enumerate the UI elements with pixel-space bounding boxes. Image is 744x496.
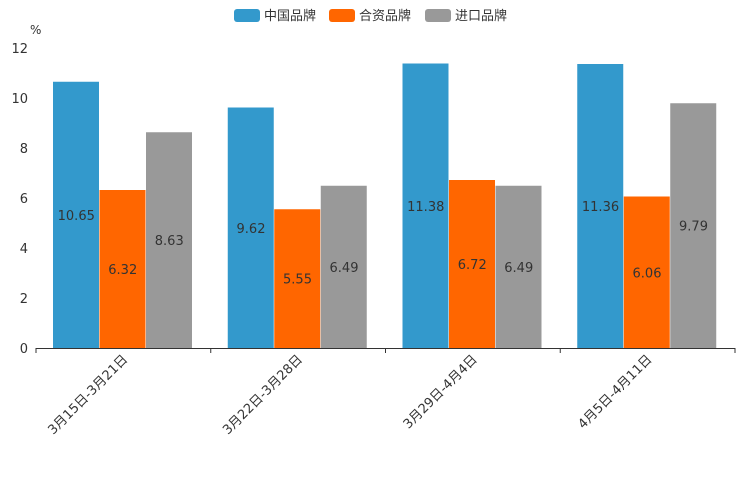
y-tick-label: 12 [11, 42, 28, 57]
y-tick-label: 2 [20, 292, 28, 307]
data-label-1-1: 10.65 [58, 209, 95, 224]
bar-4-2[interactable] [623, 196, 670, 349]
x-category-label-1: 3月15日-3月21日 [45, 352, 131, 438]
data-label-4-1: 11.36 [582, 200, 619, 215]
x-category-label-3: 3月29日-4月4日 [401, 352, 481, 432]
data-label-3-2: 6.72 [458, 258, 487, 273]
bar-1-2[interactable] [99, 190, 146, 348]
legend-label-3[interactable]: 进口品牌 [455, 8, 507, 24]
data-label-3-3: 6.49 [504, 261, 533, 276]
data-label-2-2: 5.55 [283, 273, 312, 288]
y-tick-label: 4 [20, 242, 28, 257]
legend-swatch-3[interactable] [425, 9, 451, 22]
bar-1-1[interactable] [53, 81, 99, 348]
data-labels: 10.65 6.32 8.63 9.62 5.55 6.49 11.38 6.72 6.49 11… [58, 200, 708, 288]
bar-1-3[interactable] [146, 132, 192, 348]
bar-2-3[interactable] [320, 185, 367, 348]
bar-3-2[interactable] [449, 180, 495, 348]
data-label-4-3: 9.79 [679, 220, 708, 235]
bars [53, 63, 717, 349]
y-axis: 0 2 4 6 8 10 12 [11, 42, 28, 357]
legend-swatch-2[interactable] [329, 9, 355, 22]
data-label-3-1: 11.38 [407, 200, 444, 215]
y-axis-unit-label: % [30, 23, 41, 37]
x-axis: 3月15日-3月21日 3月22日-3月28日 3月29日-4月4日 4月5日-4月1… [35, 348, 736, 438]
bar-2-1[interactable] [227, 107, 274, 349]
legend-label-2[interactable]: 合资品牌 [359, 8, 411, 24]
data-label-2-1: 9.62 [237, 222, 266, 237]
data-label-2-3: 6.49 [330, 261, 359, 276]
bar-3-3[interactable] [495, 185, 542, 348]
legend: 中国品牌 合资品牌 进口品牌 [234, 8, 507, 24]
data-label-1-3: 8.63 [155, 234, 184, 249]
legend-swatch-1[interactable] [234, 9, 260, 22]
y-tick-label: 6 [20, 192, 28, 207]
data-label-4-2: 6.06 [633, 266, 662, 281]
data-label-1-2: 6.32 [108, 263, 137, 278]
y-tick-label: 0 [20, 342, 28, 357]
y-tick-label: 8 [20, 142, 28, 157]
bar-4-1[interactable] [577, 64, 624, 348]
bar-4-3[interactable] [670, 103, 717, 348]
x-category-label-4: 4月5日-4月11日 [576, 352, 656, 432]
x-category-label-2: 3月22日-3月28日 [220, 352, 306, 438]
bar-3-1[interactable] [402, 63, 449, 349]
bar-2-2[interactable] [274, 209, 321, 348]
y-tick-label: 10 [11, 92, 28, 107]
legend-label-1[interactable]: 中国品牌 [264, 8, 316, 24]
